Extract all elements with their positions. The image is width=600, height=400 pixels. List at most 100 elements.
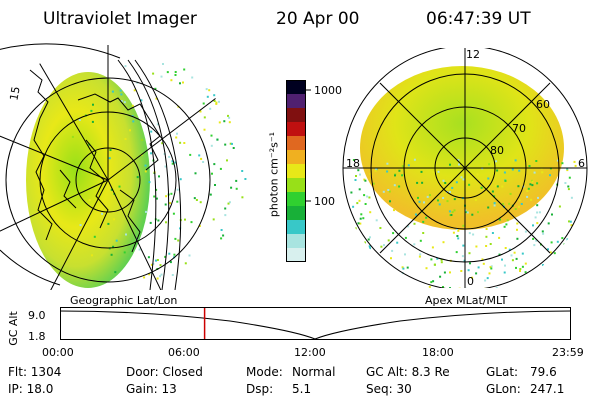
emission-speckle [387, 189, 390, 191]
emission-speckle [487, 187, 490, 190]
emission-speckle [218, 121, 221, 124]
emission-speckle [547, 248, 549, 251]
emission-speckle [460, 176, 463, 179]
emission-speckle [565, 272, 568, 275]
emission-speckle [386, 162, 389, 165]
emission-speckle [144, 170, 147, 173]
emission-speckle [496, 169, 499, 172]
emission-speckle [394, 173, 397, 176]
emission-speckle [440, 258, 443, 261]
emission-speckle [367, 238, 370, 241]
emission-speckle [423, 201, 425, 204]
emission-speckle [159, 275, 161, 278]
emission-speckle [125, 233, 127, 236]
emission-speckle [535, 239, 538, 242]
emission-speckle [425, 216, 428, 219]
emission-speckle [468, 183, 471, 186]
emission-speckle [530, 284, 533, 287]
coastline [85, 139, 109, 229]
emission-speckle [503, 171, 506, 174]
emission-speckle [432, 280, 435, 283]
emission-speckle [220, 237, 223, 240]
emission-speckle [498, 253, 501, 256]
emission-speckle [553, 260, 556, 263]
colorbar-stripe [286, 164, 306, 179]
emission-speckle [407, 225, 410, 228]
emission-speckle [509, 192, 512, 195]
emission-speckle [477, 266, 480, 269]
emission-speckle [220, 229, 223, 231]
emission-speckle [218, 100, 220, 103]
emission-speckle [199, 110, 202, 113]
emission-speckle [383, 244, 385, 247]
emission-speckle [152, 72, 155, 75]
polar-grid [342, 48, 588, 288]
emission-speckle [389, 200, 391, 203]
emission-speckle [198, 154, 201, 157]
emission-speckle [563, 283, 566, 286]
emission-speckle [398, 169, 401, 172]
emission-speckle [552, 268, 555, 271]
emission-speckle [556, 240, 559, 243]
emission-speckle [486, 277, 489, 280]
emission-speckle [442, 241, 445, 244]
emission-speckle [208, 89, 211, 92]
emission-speckle [398, 185, 401, 188]
emission-speckle [113, 218, 115, 221]
emission-speckle [519, 268, 522, 270]
emission-speckle [198, 225, 201, 227]
emission-speckle [391, 273, 394, 276]
emission-speckle [501, 185, 504, 188]
emission-speckle [357, 169, 360, 172]
emission-speckle [189, 153, 192, 156]
emission-speckle [143, 276, 146, 279]
emission-speckle [155, 97, 158, 100]
emission-speckle [570, 224, 573, 227]
emission-speckle [366, 272, 369, 275]
emission-speckle [352, 159, 355, 161]
emission-speckle [425, 267, 428, 270]
emission-speckle [359, 243, 362, 245]
emission-speckle [449, 191, 451, 194]
emission-speckle [528, 165, 531, 167]
emission-speckle [516, 222, 519, 225]
emission-speckle [467, 269, 470, 272]
emission-speckle [140, 99, 143, 102]
emission-speckle [556, 159, 559, 162]
emission-speckle [120, 93, 123, 96]
emission-speckle [228, 116, 231, 119]
emission-speckle [519, 270, 521, 272]
emission-speckle [381, 269, 384, 272]
emission-speckle [354, 227, 357, 230]
emission-speckle [383, 265, 386, 268]
emission-speckle [520, 203, 523, 205]
emission-speckle [144, 164, 147, 167]
sequence-number: Seq: 30 [366, 382, 412, 396]
emission-speckle [540, 277, 543, 280]
emission-speckle [566, 167, 569, 170]
emission-speckle [200, 157, 203, 160]
emission-speckle [508, 248, 511, 251]
emission-speckle [159, 264, 162, 267]
emission-speckle [504, 247, 507, 249]
emission-speckle [468, 252, 471, 255]
emission-speckle [562, 255, 565, 258]
colorbar-tick-1000: 1000 [314, 84, 342, 97]
emission-speckle [530, 198, 533, 201]
emission-speckle [504, 264, 506, 267]
timeline-xtick-0600: 06:00 [168, 346, 200, 359]
emission-speckle [91, 254, 93, 257]
emission-speckle [527, 187, 530, 190]
emission-speckle [226, 159, 228, 162]
emission-speckle [358, 268, 361, 271]
emission-speckle [92, 103, 94, 106]
emission-speckle [453, 198, 456, 201]
emission-speckle [419, 253, 422, 256]
emission-speckle [129, 129, 131, 132]
emission-speckle [155, 197, 158, 200]
flight-number: Flt: 1304 [8, 365, 62, 379]
emission-speckle [551, 213, 553, 216]
colorbar-stripe [286, 80, 306, 95]
emission-speckle [526, 190, 529, 192]
emission-speckle [165, 221, 167, 224]
